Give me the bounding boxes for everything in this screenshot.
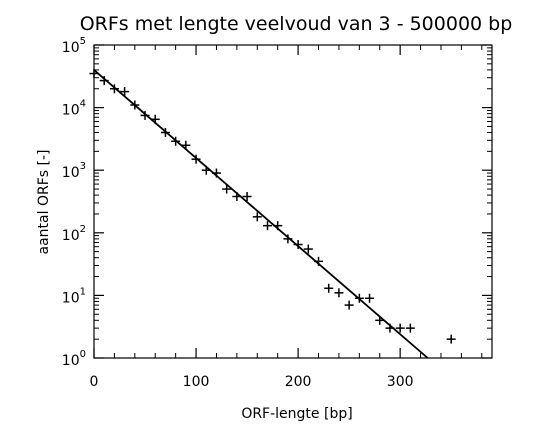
data-point <box>89 69 99 79</box>
data-point <box>385 323 395 333</box>
data-point <box>395 323 405 333</box>
y-axis: 100 101 102 103 104 105 <box>62 36 492 369</box>
data-point <box>99 76 109 86</box>
data-point <box>262 221 272 231</box>
data-point <box>405 323 415 333</box>
data-point <box>191 154 201 164</box>
data-point <box>171 136 181 146</box>
data-point <box>181 140 191 150</box>
chart-title: ORFs met lengte veelvoud van 3 - 500000 … <box>80 13 513 35</box>
data-point <box>324 283 334 293</box>
data-point <box>303 244 313 254</box>
fit-line-group <box>93 69 429 359</box>
data-point <box>375 315 385 325</box>
data-point <box>354 293 364 303</box>
plot-frame <box>93 44 493 359</box>
y-tick-label: 101 <box>62 286 86 306</box>
data-point <box>160 128 170 138</box>
data-point <box>334 288 344 298</box>
x-tick-label: 0 <box>90 374 99 390</box>
x-tick-label: 300 <box>387 374 414 390</box>
x-tick-label: 200 <box>285 374 312 390</box>
data-point <box>140 110 150 120</box>
y-tick-label: 104 <box>62 99 86 119</box>
y-tick-label: 103 <box>62 161 86 181</box>
data-point <box>293 240 303 250</box>
data-point <box>232 192 242 202</box>
y-axis-label: aantal ORFs [-] <box>36 150 52 255</box>
y-tick-label: 100 <box>62 349 86 369</box>
data-point <box>446 334 456 344</box>
data-point <box>109 84 119 94</box>
data-point <box>344 300 354 310</box>
data-point <box>365 293 375 303</box>
data-point <box>314 256 324 266</box>
data-point <box>283 234 293 244</box>
y-tick-label: 102 <box>62 224 86 244</box>
y-tick-label: 105 <box>62 36 86 56</box>
x-tick-label: 100 <box>183 374 210 390</box>
data-point <box>120 87 130 97</box>
data-point <box>211 168 221 178</box>
data-point <box>222 184 232 194</box>
data-point <box>252 212 262 222</box>
fit-line <box>93 69 429 359</box>
data-points <box>89 69 456 344</box>
data-point <box>273 221 283 231</box>
data-point <box>150 114 160 124</box>
data-point <box>130 100 140 110</box>
data-point <box>201 165 211 175</box>
x-axis-label: ORF-lengte [bp] <box>241 406 352 422</box>
data-point <box>242 192 252 202</box>
x-axis: 0 100 200 300 <box>90 45 483 390</box>
